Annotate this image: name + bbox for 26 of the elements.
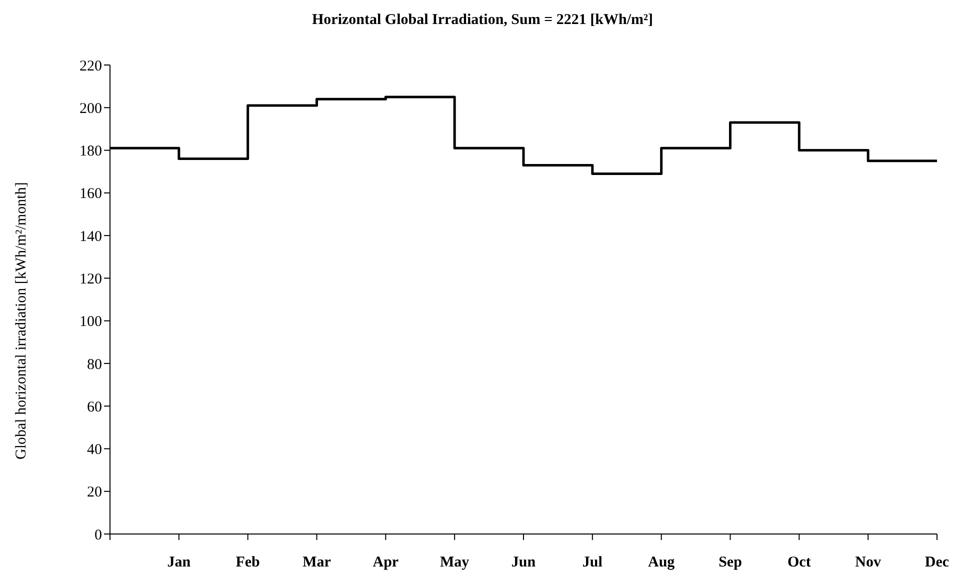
x-tick-label: Sep [718,554,742,571]
y-tick-label: 20 [87,484,102,501]
y-tick-label: 100 [80,314,102,330]
y-tick-label: 160 [80,186,102,202]
y-tick-label: 120 [80,272,102,288]
x-tick-label: Mar [302,554,332,571]
y-tick-label: 140 [80,228,102,245]
chart-title: Horizontal Global Irradiation, Sum = 2221 [kWh/m²] [311,12,654,29]
y-tick-label: 0 [94,527,102,544]
y-tick-label: 180 [80,144,102,160]
x-tick-label: Jan [167,554,192,571]
x-tick-label: Nov [855,554,882,571]
x-tick-label: Oct [788,554,811,571]
y-axis-title: Global horizontal irradiation [kWh/m²/month] [13,182,30,460]
y-tick-label: 80 [87,356,102,373]
y-tick-label: 220 [80,58,102,74]
x-tick-label: Dec [924,554,950,571]
x-tick-label: Apr [372,554,399,571]
x-tick-label: Aug [648,554,676,571]
y-tick-label: 60 [87,399,102,416]
x-tick-label: Jun [511,554,536,571]
x-tick-label: Jul [582,554,602,571]
y-tick-label: 40 [87,442,102,458]
x-tick-label: May [440,554,470,571]
x-tick-label: Feb [236,554,260,571]
y-tick-label: 200 [80,100,102,117]
